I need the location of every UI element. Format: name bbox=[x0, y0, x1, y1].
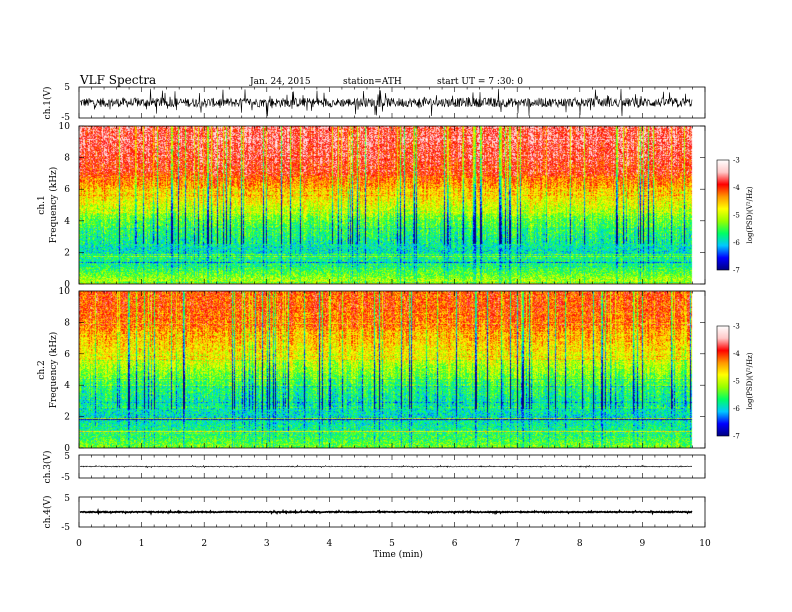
ch3-ylabel: ch.3(V) bbox=[42, 451, 53, 484]
time-tick-labels: 0 1 2 3 4 5 6 7 8 9 10 bbox=[76, 539, 711, 549]
frequency-tick-label: 4 bbox=[64, 381, 70, 391]
ch4-ytick-top: 5 bbox=[64, 494, 70, 504]
header-station: station=ATH bbox=[343, 77, 402, 87]
colorbar-tick-label: -6 bbox=[733, 405, 740, 413]
time-tick-label: 6 bbox=[452, 539, 458, 549]
time-tick-label: 9 bbox=[640, 539, 646, 549]
ch2-spectrogram-ylabel-frequency: Frequency (kHz) bbox=[48, 332, 59, 409]
time-tick-label: 4 bbox=[327, 539, 333, 549]
time-tick-label: 1 bbox=[139, 539, 145, 549]
frequency-tick-label: 0 bbox=[64, 280, 70, 290]
header-start-time: start UT = 7 :30: 0 bbox=[437, 77, 523, 87]
ch1-spectrogram-ylabel-frequency: Frequency (kHz) bbox=[48, 167, 59, 244]
colorbar-tick-label: -4 bbox=[733, 184, 740, 192]
frequency-tick-label: 2 bbox=[64, 248, 70, 258]
ch1-spectrogram-yticks: 0 2 4 6 8 10 bbox=[59, 122, 705, 290]
colorbar-tick-label: -7 bbox=[733, 433, 740, 441]
ch2-spectrogram-ylabel-channel: ch.2 bbox=[37, 360, 47, 379]
frequency-tick-label: 8 bbox=[64, 318, 70, 328]
time-tick-label: 5 bbox=[389, 539, 395, 549]
ch2-spectrogram-yticks: 0 2 4 6 8 10 bbox=[59, 287, 705, 454]
frequency-tick-label: 6 bbox=[64, 350, 70, 360]
ch3-ytick-top: 5 bbox=[64, 452, 70, 462]
time-ticks bbox=[78, 87, 706, 527]
figure-title: VLF Spectra bbox=[79, 73, 156, 87]
ch1-waveform-line bbox=[79, 88, 693, 117]
ch1-ylabel: ch.1(V) bbox=[42, 87, 53, 120]
ch1-spectrogram-image bbox=[79, 126, 705, 284]
header-date: Jan. 24, 2015 bbox=[249, 77, 311, 87]
time-tick-label: 2 bbox=[201, 539, 207, 549]
ch1-ytick-top: 5 bbox=[64, 83, 70, 93]
colorbar-tick-label: -5 bbox=[733, 378, 740, 386]
ch1-colorbar-label: log(PSD)(V²/Hz) bbox=[746, 186, 754, 243]
ch3-waveform-line bbox=[79, 464, 693, 469]
colorbar-tick-label: -3 bbox=[733, 157, 740, 165]
ch2-colorbar bbox=[717, 326, 729, 436]
colorbar-tick-label: -6 bbox=[733, 239, 740, 247]
ch1-colorbar bbox=[717, 160, 729, 270]
ch2-spectrogram-image bbox=[79, 291, 705, 448]
frequency-tick-label: 0 bbox=[64, 444, 70, 454]
time-tick-label: 7 bbox=[514, 539, 520, 549]
time-tick-label: 8 bbox=[577, 539, 583, 549]
ch4-waveform-line bbox=[79, 508, 693, 516]
colorbar-tick-label: -4 bbox=[733, 350, 740, 358]
frequency-tick-label: 8 bbox=[64, 154, 70, 164]
ch2-colorbar-label: log(PSD)(V²/Hz) bbox=[746, 352, 754, 409]
frequency-tick-label: 4 bbox=[64, 217, 70, 227]
time-tick-label: 0 bbox=[76, 539, 82, 549]
ch4-ytick-bottom: -5 bbox=[61, 523, 70, 533]
time-axis-label: Time (min) bbox=[373, 549, 423, 560]
ch2-colorbar-ticks: -3 -4 -5 -6 -7 bbox=[733, 323, 740, 441]
colorbar-tick-label: -3 bbox=[733, 323, 740, 331]
colorbar-tick-label: -5 bbox=[733, 212, 740, 220]
colorbar-tick-label: -7 bbox=[733, 267, 740, 275]
ch3-ytick-bottom: -5 bbox=[61, 473, 70, 483]
ch4-ylabel: ch.4(V) bbox=[42, 496, 53, 529]
ch1-colorbar-ticks: -3 -4 -5 -6 -7 bbox=[733, 157, 740, 275]
ch1-ytick-bottom: -5 bbox=[61, 113, 70, 123]
frequency-tick-label: 10 bbox=[59, 287, 71, 297]
ch1-spectrogram-ylabel-channel: ch.1 bbox=[37, 195, 47, 214]
time-tick-label: 10 bbox=[699, 539, 711, 549]
time-tick-label: 3 bbox=[264, 539, 270, 549]
frequency-tick-label: 10 bbox=[59, 122, 71, 132]
frequency-tick-label: 6 bbox=[64, 185, 70, 195]
frequency-tick-label: 2 bbox=[64, 413, 70, 423]
